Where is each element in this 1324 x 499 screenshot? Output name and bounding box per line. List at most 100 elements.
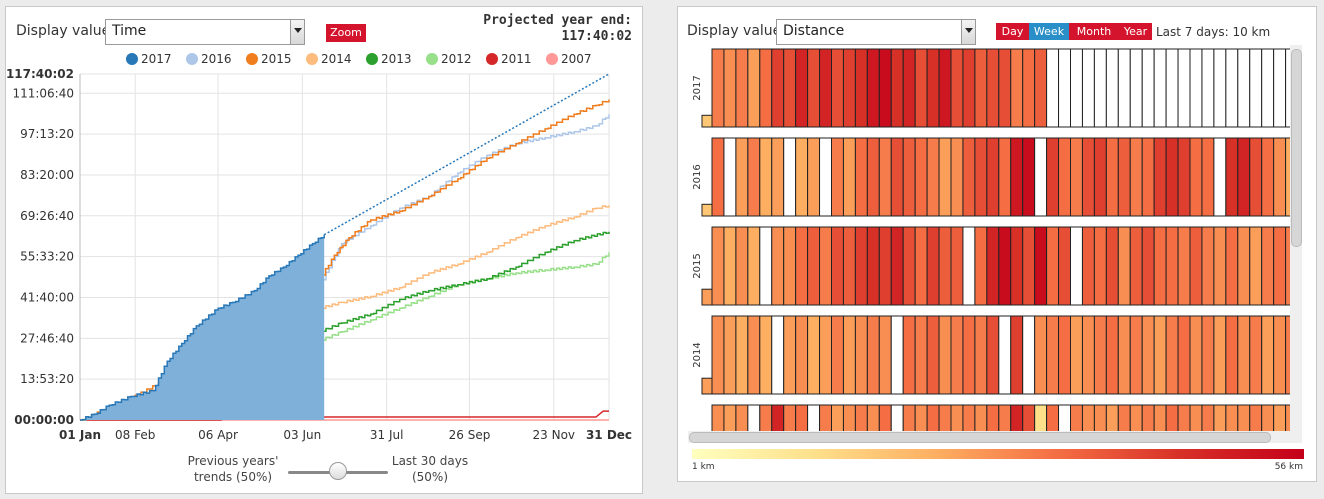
heatmap-cell[interactable] <box>747 404 761 431</box>
heatmap-cell[interactable] <box>711 404 725 431</box>
heatmap-cell[interactable] <box>1105 137 1119 217</box>
heatmap-cell[interactable] <box>1105 315 1119 395</box>
heatmap-cell[interactable] <box>1189 48 1203 128</box>
legend-item-2012[interactable]: 2012 <box>426 52 472 66</box>
heatmap-cell[interactable] <box>831 404 844 431</box>
heatmap-cell[interactable] <box>998 315 1012 395</box>
heatmap-cell[interactable] <box>771 404 785 431</box>
zoom-button[interactable]: Zoom <box>326 24 366 42</box>
heatmap-cell[interactable] <box>1129 48 1143 128</box>
heatmap-cell[interactable] <box>1225 404 1239 431</box>
heatmap-cell[interactable] <box>974 315 988 395</box>
heatmap-cell[interactable] <box>974 404 988 431</box>
heatmap-cell[interactable] <box>902 48 916 128</box>
heatmap-cell[interactable] <box>1165 404 1179 431</box>
heatmap-cell[interactable] <box>1189 226 1203 306</box>
heatmap-cell[interactable] <box>1153 137 1167 217</box>
heatmap-cell[interactable] <box>1034 137 1048 217</box>
heatmap-cell[interactable] <box>701 288 713 306</box>
heatmap-cell[interactable] <box>926 137 940 217</box>
heatmap-cell[interactable] <box>1117 137 1131 217</box>
heatmap-cell[interactable] <box>747 137 761 217</box>
heatmap-cell[interactable] <box>1165 137 1179 217</box>
heatmap-cell[interactable] <box>771 48 785 128</box>
heatmap-cell[interactable] <box>1046 226 1060 306</box>
legend-item-2014[interactable]: 2014 <box>306 52 352 66</box>
horizontal-scroll-thumb[interactable] <box>689 432 1271 443</box>
heatmap-cell[interactable] <box>1165 226 1179 306</box>
heatmap-cell[interactable] <box>1153 315 1167 395</box>
heatmap-cell[interactable] <box>1058 404 1071 431</box>
heatmap-cell[interactable] <box>974 48 988 128</box>
heatmap-cell[interactable] <box>866 137 880 217</box>
heatmap-cell[interactable] <box>998 137 1012 217</box>
heatmap-cell[interactable] <box>1046 315 1060 395</box>
heatmap-cell[interactable] <box>1010 137 1024 217</box>
heatmap-cell[interactable] <box>701 377 713 395</box>
heatmap-cell[interactable] <box>1285 315 1290 395</box>
heatmap-cell[interactable] <box>1225 315 1239 395</box>
heatmap-cell[interactable] <box>854 137 868 217</box>
heatmap-cell[interactable] <box>1225 137 1239 217</box>
heatmap-cell[interactable] <box>1261 137 1275 217</box>
heatmap-cell[interactable] <box>783 226 797 306</box>
heatmap-cell[interactable] <box>986 48 1000 128</box>
heatmap-cell[interactable] <box>1201 404 1215 431</box>
heatmap-cell[interactable] <box>1010 226 1024 306</box>
heatmap-cell[interactable] <box>1022 48 1036 128</box>
heatmap-cell[interactable] <box>1261 48 1275 128</box>
heatmap-cell[interactable] <box>1081 226 1095 306</box>
heatmap-cell[interactable] <box>950 226 964 306</box>
heatmap-cell[interactable] <box>747 226 761 306</box>
heatmap-cell[interactable] <box>950 48 964 128</box>
heatmap-cell[interactable] <box>1081 315 1095 395</box>
heatmap-cell[interactable] <box>1177 48 1191 128</box>
heatmap-viewport[interactable]: 2017 2016 2015 2014 2013 <box>686 45 1290 431</box>
heatmap-cell[interactable] <box>759 48 773 128</box>
heatmap-cell[interactable] <box>1273 404 1287 431</box>
vertical-scrollbar[interactable] <box>1290 45 1302 431</box>
heatmap-cell[interactable] <box>890 48 904 128</box>
heatmap-cell[interactable] <box>914 226 928 306</box>
heatmap-cell[interactable] <box>723 226 737 306</box>
heatmap-cell[interactable] <box>1010 315 1024 395</box>
heatmap-cell[interactable] <box>1225 226 1239 306</box>
vertical-scroll-thumb[interactable] <box>1291 49 1302 247</box>
heatmap-cell[interactable] <box>723 137 737 217</box>
heatmap-cell[interactable] <box>1141 226 1155 306</box>
heatmap-cell[interactable] <box>1129 226 1143 306</box>
heatmap-cell[interactable] <box>1093 315 1107 395</box>
heatmap-cell[interactable] <box>1177 315 1191 395</box>
heatmap-cell[interactable] <box>866 404 880 431</box>
heatmap-cell[interactable] <box>771 315 785 395</box>
heatmap-cell[interactable] <box>1081 48 1095 128</box>
heatmap-cell[interactable] <box>986 315 1000 395</box>
heatmap-cell[interactable] <box>1093 137 1107 217</box>
heatmap-cell[interactable] <box>914 137 928 217</box>
heatmap-cell[interactable] <box>1285 137 1290 217</box>
heatmap-cell[interactable] <box>950 137 964 217</box>
heatmap-cell[interactable] <box>807 48 821 128</box>
heatmap-cell[interactable] <box>986 404 1000 431</box>
heatmap-cell[interactable] <box>890 226 904 306</box>
heatmap-cell[interactable] <box>1237 315 1251 395</box>
heatmap-cell[interactable] <box>1273 226 1287 306</box>
heatmap-cell[interactable] <box>795 137 809 217</box>
heatmap-cell[interactable] <box>1010 404 1024 431</box>
heatmap-cell[interactable] <box>1273 137 1287 217</box>
heatmap-cell[interactable] <box>1249 137 1263 217</box>
heatmap-cell[interactable] <box>1285 226 1290 306</box>
heatmap-cell[interactable] <box>1189 315 1203 395</box>
heatmap-cell[interactable] <box>1081 137 1095 217</box>
heatmap-cell[interactable] <box>1249 48 1263 128</box>
heatmap-cell[interactable] <box>819 226 833 306</box>
heatmap-cell[interactable] <box>1034 404 1048 431</box>
heatmap-cell[interactable] <box>1058 137 1071 217</box>
heatmap-cell[interactable] <box>759 315 773 395</box>
legend-item-2011[interactable]: 2011 <box>486 52 532 66</box>
heatmap-cell[interactable] <box>759 404 773 431</box>
heatmap-cell[interactable] <box>723 404 737 431</box>
heatmap-cell[interactable] <box>1046 404 1060 431</box>
heatmap-cell[interactable] <box>938 137 952 217</box>
heatmap-cell[interactable] <box>1213 48 1227 128</box>
